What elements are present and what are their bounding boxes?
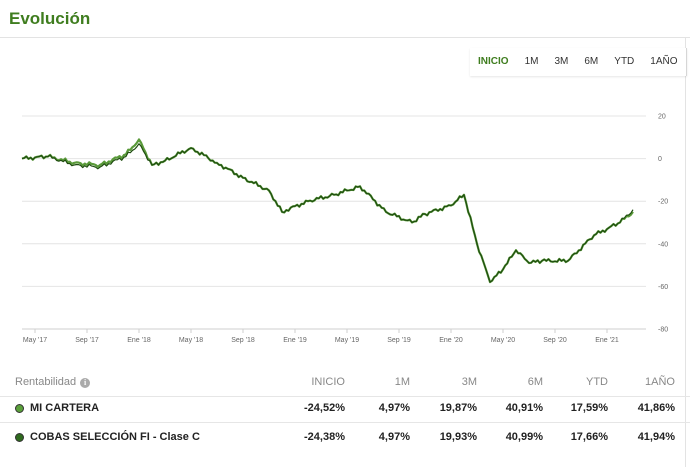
x-tick-label: Sep '20 bbox=[543, 337, 567, 344]
table-row: COBAS SELECCIÓN FI - Clase C -24,38% 4,9… bbox=[0, 423, 690, 452]
value-6m: 40,91% bbox=[505, 402, 543, 414]
x-tick-label: Sep '19 bbox=[387, 337, 411, 344]
range-tab-ytd[interactable]: YTD bbox=[614, 56, 635, 67]
range-tab-1m[interactable]: 1M bbox=[524, 56, 539, 67]
range-tab-inicio[interactable]: INICIO bbox=[478, 56, 509, 67]
value-inicio: -24,38% bbox=[304, 431, 345, 443]
evolution-chart: 20 0 -20 -40 -60 -80 May '17 Sep '17 Ene '18 May … bbox=[21, 114, 668, 344]
range-tab-3m[interactable]: 3M bbox=[554, 56, 569, 67]
col-header-3m: 3M bbox=[461, 376, 477, 388]
x-tick-label: Ene '20 bbox=[439, 337, 463, 344]
value-6m: 40,99% bbox=[505, 431, 543, 443]
row-name-cell: MI CARTERA bbox=[15, 394, 99, 423]
y-tick-label: -20 bbox=[658, 199, 668, 206]
value-1m: 4,97% bbox=[378, 402, 410, 414]
x-tick-label: Sep '18 bbox=[231, 337, 255, 344]
x-tick-label: Ene '19 bbox=[283, 337, 307, 344]
range-tab-6m[interactable]: 6M bbox=[584, 56, 599, 67]
value-ytd: 17,59% bbox=[570, 402, 608, 414]
x-tick-label: May '20 bbox=[491, 337, 515, 344]
series-dot-icon bbox=[15, 433, 24, 442]
section-title: Evolución bbox=[9, 9, 91, 28]
y-tick-label: 0 bbox=[658, 156, 662, 163]
x-tick-label: May '18 bbox=[179, 337, 203, 344]
y-tick-label: -60 bbox=[658, 284, 668, 291]
info-icon[interactable]: i bbox=[80, 377, 91, 388]
value-inicio: -24,52% bbox=[304, 402, 345, 414]
y-tick-label: -80 bbox=[658, 327, 668, 334]
value-ytd: 17,66% bbox=[570, 431, 608, 443]
rentabilidad-header: Rentabilidad i bbox=[15, 368, 91, 397]
x-tick-label: Ene '21 bbox=[595, 337, 619, 344]
y-tick-label: -40 bbox=[658, 241, 668, 248]
rentabilidad-label: Rentabilidad bbox=[15, 376, 77, 388]
value-1ano: 41,94% bbox=[637, 431, 675, 443]
x-tick-label: Sep '17 bbox=[75, 337, 99, 344]
col-header-1ano: 1AÑO bbox=[645, 376, 675, 388]
x-tick-label: May '17 bbox=[23, 337, 47, 344]
x-tick-label: May '19 bbox=[335, 337, 359, 344]
value-3m: 19,87% bbox=[439, 402, 477, 414]
row-name-cell: COBAS SELECCIÓN FI - Clase C bbox=[15, 423, 200, 452]
section-header: Evolución bbox=[0, 0, 690, 38]
x-tick-label: Ene '18 bbox=[127, 337, 151, 344]
y-tick-label: 20 bbox=[658, 114, 666, 121]
chart-panel bbox=[0, 38, 686, 467]
row-name: COBAS SELECCIÓN FI - Clase C bbox=[30, 431, 200, 443]
table-row: MI CARTERA -24,52% 4,97% 19,87% 40,91% 1… bbox=[0, 394, 690, 423]
series-dot-icon bbox=[15, 404, 24, 413]
row-name: MI CARTERA bbox=[30, 402, 100, 414]
value-1m: 4,97% bbox=[378, 431, 410, 443]
range-tab-1ano[interactable]: 1AÑO bbox=[650, 56, 678, 67]
table-header-row: Rentabilidad i INICIO 1M 3M 6M YTD 1AÑO bbox=[0, 368, 690, 397]
col-header-1m: 1M bbox=[394, 376, 410, 388]
col-header-inicio: INICIO bbox=[311, 376, 345, 388]
series-line-cobas bbox=[21, 143, 634, 283]
value-3m: 19,93% bbox=[439, 431, 477, 443]
range-selector: INICIO 1M 3M 6M YTD 1AÑO bbox=[470, 48, 687, 76]
col-header-6m: 6M bbox=[527, 376, 543, 388]
value-1ano: 41,86% bbox=[637, 402, 675, 414]
col-header-ytd: YTD bbox=[586, 376, 608, 388]
